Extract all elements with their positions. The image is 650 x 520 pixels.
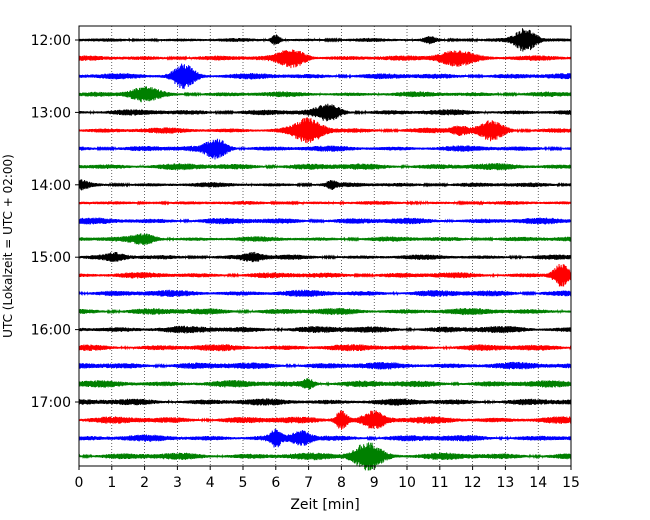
grid-lines <box>111 26 539 466</box>
x-tick-label: 8 <box>337 475 346 491</box>
trace-1315 <box>78 117 572 144</box>
seismic-traces <box>78 28 572 471</box>
x-tick-label: 6 <box>271 475 280 491</box>
trace-1330 <box>78 138 572 160</box>
trace-1715 <box>78 410 572 430</box>
x-tick-label: 13 <box>496 475 514 491</box>
trace-1445 <box>78 233 572 246</box>
trace-1400 <box>78 179 572 191</box>
trace-1430 <box>78 217 572 225</box>
y-tick-label: 15:00 <box>31 250 71 266</box>
trace-1745 <box>78 442 572 471</box>
trace-1530 <box>78 289 572 297</box>
trace-1415 <box>78 200 572 206</box>
x-tick-label: 15 <box>562 475 580 491</box>
plot-area <box>79 26 571 466</box>
plot-frame <box>78 25 572 467</box>
x-tick-label: 2 <box>140 475 149 491</box>
trace-1645 <box>78 378 572 390</box>
y-axis-ticks: 12:00 13:00 14:00 15:00 16:00 17:00 <box>31 33 79 411</box>
trace-1730 <box>78 428 572 448</box>
x-tick-label: 3 <box>173 475 182 491</box>
x-tick-label: 14 <box>529 475 547 491</box>
trace-1200 <box>78 28 572 52</box>
x-tick-label: 5 <box>239 475 248 491</box>
y-tick-label: 17:00 <box>31 395 71 411</box>
y-tick-label: 13:00 <box>31 105 71 121</box>
trace-1300 <box>78 103 572 122</box>
x-tick-label: 10 <box>398 475 416 491</box>
y-tick-label: 16:00 <box>31 323 71 339</box>
trace-1700 <box>78 398 572 406</box>
trace-1345 <box>78 163 572 171</box>
x-tick-label: 1 <box>107 475 116 491</box>
y-tick-label: 12:00 <box>31 33 71 49</box>
x-tick-label: 0 <box>75 475 84 491</box>
x-tick-label: 11 <box>431 475 449 491</box>
x-tick-label: 12 <box>464 475 482 491</box>
x-axis-ticks: 0 1 2 3 4 5 6 7 8 9 10 11 12 13 14 15 <box>75 466 580 491</box>
x-tick-label: 7 <box>304 475 313 491</box>
trace-1615 <box>78 344 572 352</box>
trace-1600 <box>78 325 572 334</box>
y-axis-label: UTC (Lokalzeit = UTC + 02:00) <box>1 154 15 338</box>
x-tick-label: 4 <box>206 475 215 491</box>
y-tick-label: 14:00 <box>31 178 71 194</box>
trace-1500 <box>78 251 572 263</box>
trace-1545 <box>78 307 572 316</box>
trace-1515 <box>78 264 572 287</box>
x-axis-label: Zeit [min] <box>290 497 359 513</box>
trace-1215 <box>78 49 572 69</box>
trace-1245 <box>78 86 572 103</box>
x-tick-label: 9 <box>370 475 379 491</box>
trace-1630 <box>78 361 572 370</box>
trace-1230 <box>78 63 572 90</box>
